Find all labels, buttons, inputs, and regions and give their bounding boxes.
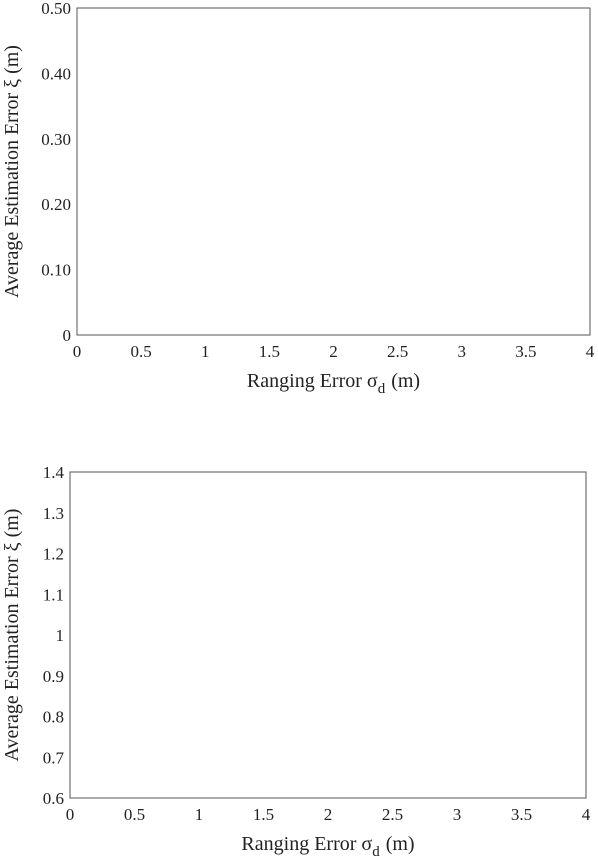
x-tick-label: 1.5 bbox=[253, 805, 274, 824]
y-tick-label: 1 bbox=[56, 626, 65, 645]
x-tick-label: 2 bbox=[324, 805, 333, 824]
x-axis-label-subscript: d bbox=[372, 844, 380, 860]
x-axis-label: Ranging Error σd (m) bbox=[247, 370, 420, 397]
y-axis-label: Average Estimation Error ξ (m) bbox=[1, 509, 23, 762]
y-tick-label: 1.3 bbox=[43, 504, 64, 523]
y-tick-label: 0 bbox=[63, 326, 72, 345]
y-tick-label: 0.6 bbox=[43, 789, 64, 808]
y-tick-label: 1.4 bbox=[43, 463, 65, 482]
x-tick-label: 0.5 bbox=[131, 342, 152, 361]
y-axis-label: Average Estimation Error ξ (m) bbox=[1, 45, 23, 298]
x-tick-label: 3.5 bbox=[515, 342, 536, 361]
y-tick-label: 0.20 bbox=[41, 195, 71, 214]
x-tick-label: 0.5 bbox=[124, 805, 145, 824]
x-axis-label-subscript: d bbox=[378, 381, 386, 397]
y-tick-label: 0.9 bbox=[43, 667, 64, 686]
x-tick-label: 1.5 bbox=[259, 342, 280, 361]
x-tick-label: 2.5 bbox=[387, 342, 408, 361]
x-axis-label: Ranging Error σd (m) bbox=[241, 833, 414, 860]
x-axis-label-main: Ranging Error σ bbox=[241, 833, 372, 855]
y-tick-label: 0.40 bbox=[41, 64, 71, 83]
chart-bottom: 0 0.5 1 1.5 2 2.5 3 3.5 4 0.6 0.7 0.8 0.9 1 1.1 1.2 1.3 1… bbox=[1, 463, 591, 860]
x-tick-label: 4 bbox=[582, 805, 591, 824]
x-tick-label: 2.5 bbox=[382, 805, 403, 824]
x-axis-label-unit: (m) bbox=[391, 370, 420, 392]
x-axis-label-unit: (m) bbox=[386, 833, 415, 855]
x-tick-label: 2 bbox=[329, 342, 338, 361]
x-tick-label: 4 bbox=[586, 342, 595, 361]
x-tick-label: 0 bbox=[73, 342, 82, 361]
x-tick-label: 0 bbox=[66, 805, 75, 824]
x-axis-label-main: Ranging Error σ bbox=[247, 370, 378, 392]
y-tick-label: 0.8 bbox=[43, 708, 64, 727]
y-tick-label: 0.30 bbox=[41, 130, 71, 149]
x-tick-label: 3.5 bbox=[511, 805, 532, 824]
x-tick-label: 3 bbox=[453, 805, 462, 824]
plot-frame bbox=[69, 471, 587, 799]
y-tick-label: 0.7 bbox=[43, 748, 65, 767]
x-tick-label: 1 bbox=[195, 805, 204, 824]
y-tick-label: 0.50 bbox=[41, 0, 71, 18]
x-tick-label: 3 bbox=[458, 342, 467, 361]
y-tick-label: 1.2 bbox=[43, 545, 64, 564]
x-tick-label: 1 bbox=[201, 342, 210, 361]
chart-top: 0 0.5 1 1.5 2 2.5 3 3.5 4 0 0.10 0.20 0.30 0.40 0.50 Ra… bbox=[1, 0, 595, 397]
y-tick-label: 1.1 bbox=[43, 585, 64, 604]
y-tick-label: 0.10 bbox=[41, 261, 71, 280]
plot-frame bbox=[76, 7, 591, 336]
